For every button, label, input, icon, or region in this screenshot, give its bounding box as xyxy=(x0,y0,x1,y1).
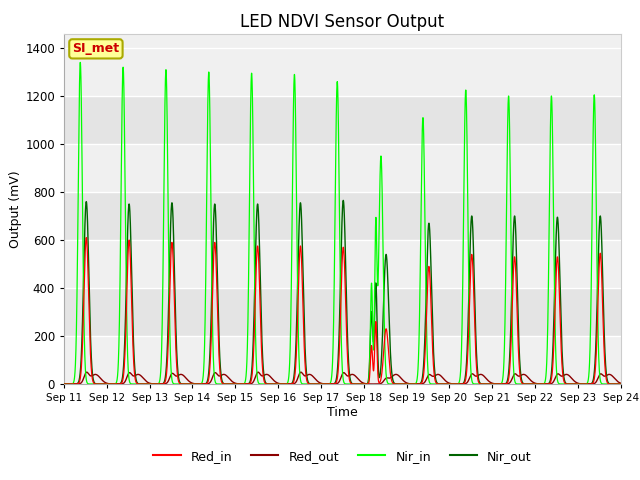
Bar xyxy=(64,34,621,96)
Bar xyxy=(64,192,621,240)
Legend: Red_in, Red_out, Nir_in, Nir_out: Red_in, Red_out, Nir_in, Nir_out xyxy=(148,444,537,468)
Text: SI_met: SI_met xyxy=(72,42,120,55)
Y-axis label: Output (mV): Output (mV) xyxy=(10,170,22,248)
Title: LED NDVI Sensor Output: LED NDVI Sensor Output xyxy=(241,12,444,31)
X-axis label: Time: Time xyxy=(327,406,358,419)
Bar xyxy=(64,240,621,288)
Bar xyxy=(64,144,621,192)
Bar xyxy=(64,336,621,384)
Bar xyxy=(64,96,621,144)
Bar xyxy=(64,288,621,336)
